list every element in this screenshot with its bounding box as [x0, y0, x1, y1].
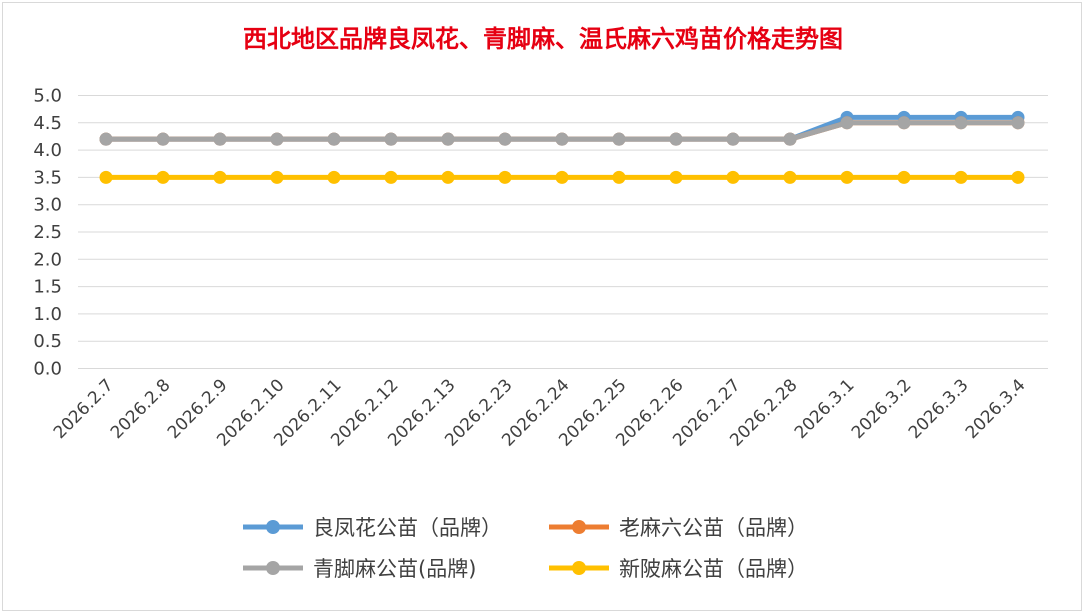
y-tick-label: 0.5 — [33, 331, 62, 352]
data-point — [897, 116, 911, 130]
x-tick-label: 2026.3.3 — [905, 375, 973, 443]
data-point — [1011, 116, 1025, 130]
data-point — [1011, 170, 1025, 184]
data-point — [270, 170, 284, 184]
legend-swatch-marker — [572, 520, 586, 534]
x-axis-ticks: 2026.2.72026.2.82026.2.92026.2.102026.2.… — [50, 375, 1030, 450]
data-point — [612, 132, 626, 146]
data-point — [156, 170, 170, 184]
x-tick-label: 2026.2.7 — [50, 375, 118, 443]
data-point — [270, 132, 284, 146]
series-2 — [99, 116, 1025, 146]
y-tick-label: 3.0 — [33, 195, 62, 216]
series-lines — [99, 110, 1025, 184]
legend-label: 老麻六公苗（品牌） — [619, 516, 808, 540]
y-tick-label: 4.0 — [33, 140, 62, 161]
y-tick-label: 1.0 — [33, 304, 62, 325]
data-point — [498, 132, 512, 146]
legend-swatch-marker — [266, 561, 280, 575]
data-point — [897, 170, 911, 184]
y-axis-ticks: 0.0 0.5 1.0 1.5 2.0 2.5 3.0 3.5 4.0 4.5 5.0 — [33, 86, 62, 380]
legend-item: 青脚麻公苗(品牌) — [243, 557, 476, 581]
y-tick-label: 0.0 — [33, 359, 62, 380]
data-point — [669, 170, 683, 184]
data-point — [441, 132, 455, 146]
data-point — [669, 132, 683, 146]
data-point — [954, 116, 968, 130]
data-point — [726, 170, 740, 184]
data-point — [612, 170, 626, 184]
data-point — [213, 132, 227, 146]
data-point — [327, 132, 341, 146]
data-point — [840, 116, 854, 130]
data-point — [384, 170, 398, 184]
data-point — [783, 132, 797, 146]
data-point — [555, 170, 569, 184]
legend-item: 新陂麻公苗（品牌） — [549, 557, 808, 581]
x-tick-label: 2026.3.4 — [962, 375, 1030, 443]
y-tick-label: 2.0 — [33, 249, 62, 270]
legend-swatch-marker — [266, 520, 280, 534]
legend-label: 青脚麻公苗(品牌) — [313, 557, 476, 581]
legend-label: 良凤花公苗（品牌） — [313, 516, 502, 540]
data-point — [441, 170, 455, 184]
series-3 — [99, 170, 1025, 184]
x-tick-label: 2026.3.2 — [848, 375, 916, 443]
x-tick-label: 2026.2.8 — [107, 375, 175, 443]
y-tick-label: 2.5 — [33, 222, 62, 243]
legend-swatch-marker — [572, 561, 586, 575]
data-point — [99, 132, 113, 146]
legend-item: 良凤花公苗（品牌） — [243, 516, 502, 540]
x-tick-label: 2026.3.1 — [791, 375, 859, 443]
data-point — [498, 170, 512, 184]
y-tick-label: 1.5 — [33, 277, 62, 298]
gridlines — [78, 95, 1048, 369]
data-point — [327, 170, 341, 184]
data-point — [726, 132, 740, 146]
y-tick-label: 3.5 — [33, 167, 62, 188]
legend-item: 老麻六公苗（品牌） — [549, 516, 808, 540]
data-point — [99, 170, 113, 184]
data-point — [156, 132, 170, 146]
data-point — [384, 132, 398, 146]
data-point — [555, 132, 569, 146]
legend: 良凤花公苗（品牌） 老麻六公苗（品牌） 青脚麻公苗(品牌) 新陂麻公苗（品牌） — [243, 516, 808, 581]
legend-label: 新陂麻公苗（品牌） — [619, 557, 808, 581]
data-point — [954, 170, 968, 184]
data-point — [213, 170, 227, 184]
chart-title: 西北地区品牌良凤花、青脚麻、温氏麻六鸡苗价格走势图 — [243, 24, 843, 53]
data-point — [840, 170, 854, 184]
y-tick-label: 5.0 — [33, 86, 62, 107]
data-point — [783, 170, 797, 184]
y-tick-label: 4.5 — [33, 113, 62, 134]
